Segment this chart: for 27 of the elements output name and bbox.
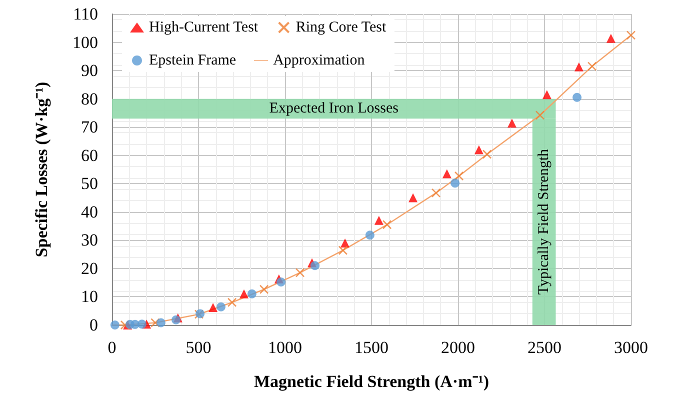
band-label: Typically Field Strength <box>536 148 552 295</box>
x-tick-label: 2000 <box>441 338 475 357</box>
y-tick-label: 110 <box>73 4 98 24</box>
legend-label: Approximation <box>273 52 366 68</box>
y-tick-label: 0 <box>90 316 98 334</box>
x-tick-label: 1000 <box>268 338 302 357</box>
legend-label: High-Current Test <box>149 20 259 36</box>
y-tick-label: 80 <box>81 89 98 108</box>
legend-label: Ring Core Test <box>296 20 388 36</box>
x-tick-label: 1500 <box>354 338 388 357</box>
legend-label: Epstein Frame <box>149 52 236 68</box>
y-tick-label: 60 <box>81 146 98 165</box>
x-axis-title: Magnetic Field Strength (A·m⁻¹) <box>254 372 490 391</box>
x-tick-label: 500 <box>186 338 212 357</box>
y-tick-label: 10 <box>81 287 98 306</box>
x-tick-label: 2500 <box>528 338 562 357</box>
x-tick-label: 0 <box>108 338 116 357</box>
y-tick-label: 40 <box>81 202 98 222</box>
y-axis-title: Specific Losses (W·kg⁻¹) <box>32 82 51 258</box>
band-label: Expected Iron Losses <box>269 100 399 117</box>
y-tick-label: 90 <box>81 61 98 80</box>
y-tick-label: 100 <box>72 32 98 52</box>
y-tick-label: 50 <box>81 174 98 194</box>
y-tick-label: 70 <box>81 118 98 137</box>
x-tick-label: 3000 <box>614 338 648 357</box>
y-tick-label: 20 <box>81 258 98 278</box>
y-tick-label: 30 <box>81 230 98 250</box>
